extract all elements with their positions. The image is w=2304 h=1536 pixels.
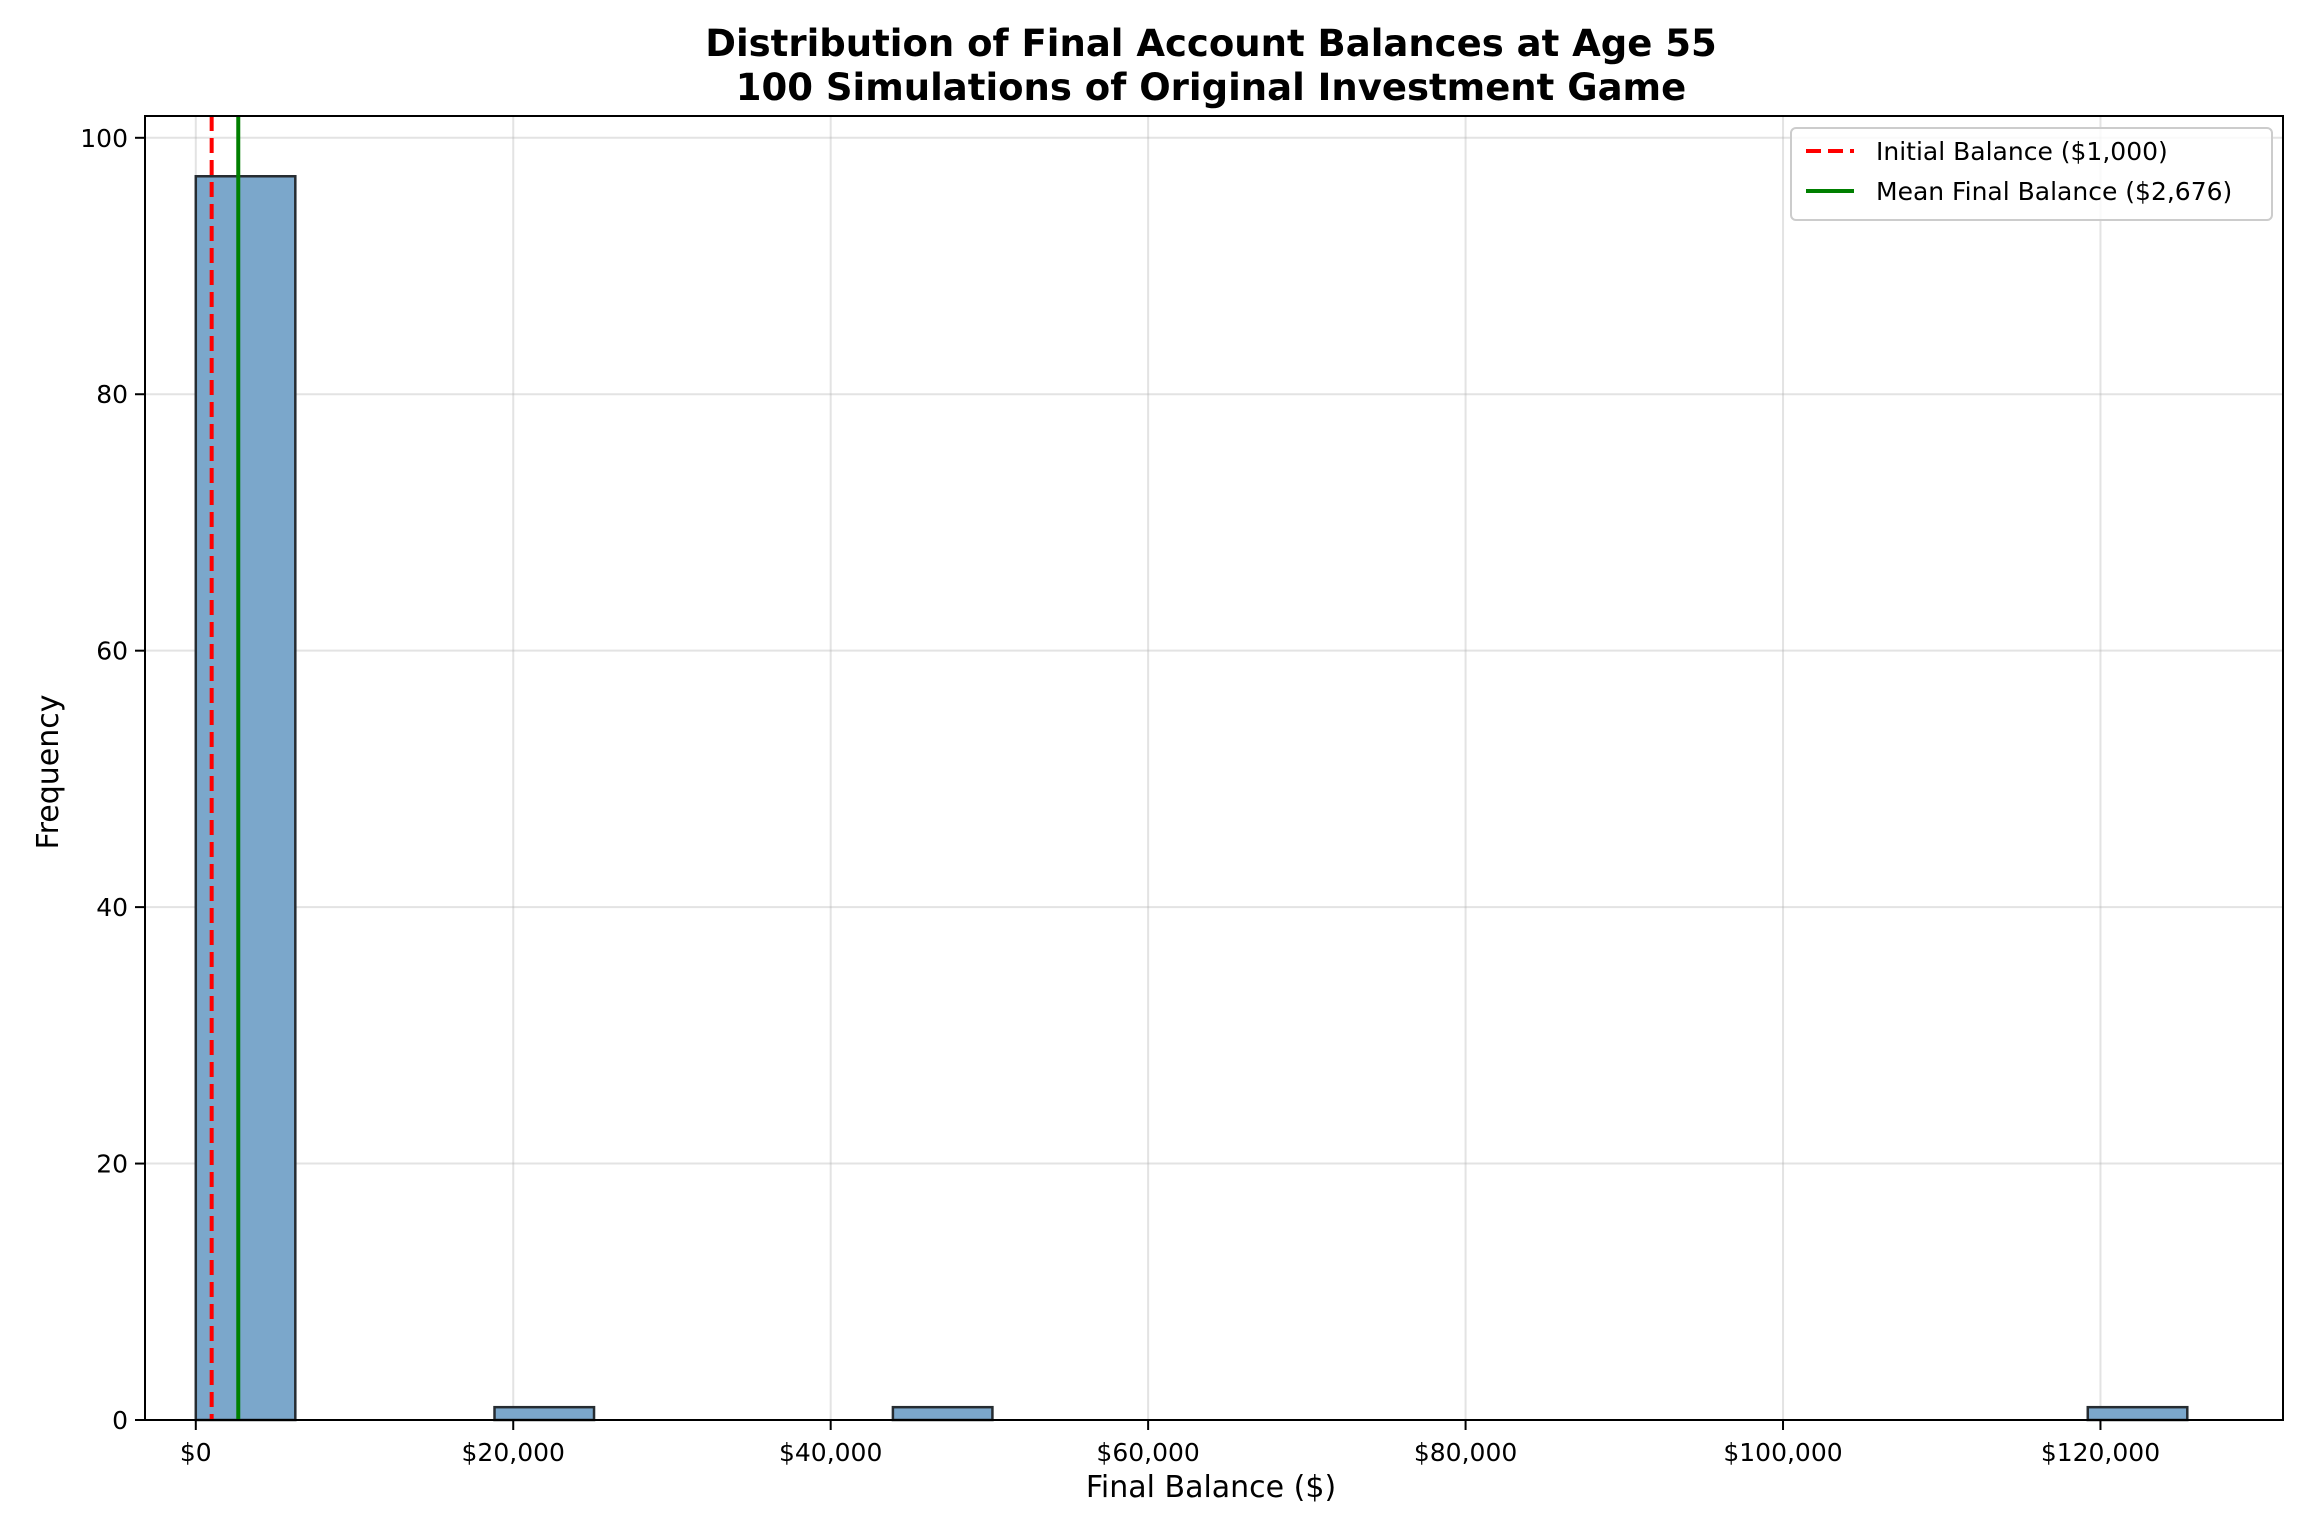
x-tick-label: $100,000 xyxy=(1723,1438,1842,1467)
legend-label-mean-balance: Mean Final Balance ($2,676) xyxy=(1876,177,2232,206)
x-axis: $0 $20,000 $40,000 $60,000 $80,000 $100,000 $1… xyxy=(180,1420,2160,1467)
x-tick-label: $40,000 xyxy=(779,1438,882,1467)
y-tick-label: 20 xyxy=(96,1150,128,1179)
plot-area-frame xyxy=(144,115,2284,1421)
x-axis-label: Final Balance ($) xyxy=(1086,1470,1336,1505)
y-tick-label: 60 xyxy=(96,637,128,666)
chart-title-line2: 100 Simulations of Original Investment G… xyxy=(736,66,1686,109)
legend: Initial Balance ($1,000) Mean Final Bala… xyxy=(1790,127,2273,221)
y-tick-label: 80 xyxy=(96,380,128,409)
x-tick-label: $20,000 xyxy=(462,1438,565,1467)
reference-lines xyxy=(209,116,241,1420)
legend-box xyxy=(1790,127,2273,221)
legend-label-initial-balance: Initial Balance ($1,000) xyxy=(1876,137,2168,166)
chart-title-line1: Distribution of Final Account Balances a… xyxy=(705,22,1716,65)
x-tick-label: $0 xyxy=(180,1438,212,1467)
histogram-bar xyxy=(2086,1405,2189,1422)
x-tick-label: $120,000 xyxy=(2041,1438,2160,1467)
y-tick-label: 100 xyxy=(80,124,128,153)
y-axis: 0 20 40 60 80 100 xyxy=(80,124,145,1435)
x-tick-label: $60,000 xyxy=(1096,1438,1199,1467)
histogram-bar xyxy=(493,1405,596,1422)
y-tick-label: 0 xyxy=(112,1406,128,1435)
y-tick-label: 40 xyxy=(96,893,128,922)
y-axis-label: Frequency xyxy=(31,695,66,850)
histogram-bar xyxy=(891,1405,994,1422)
x-tick-label: $80,000 xyxy=(1414,1438,1517,1467)
